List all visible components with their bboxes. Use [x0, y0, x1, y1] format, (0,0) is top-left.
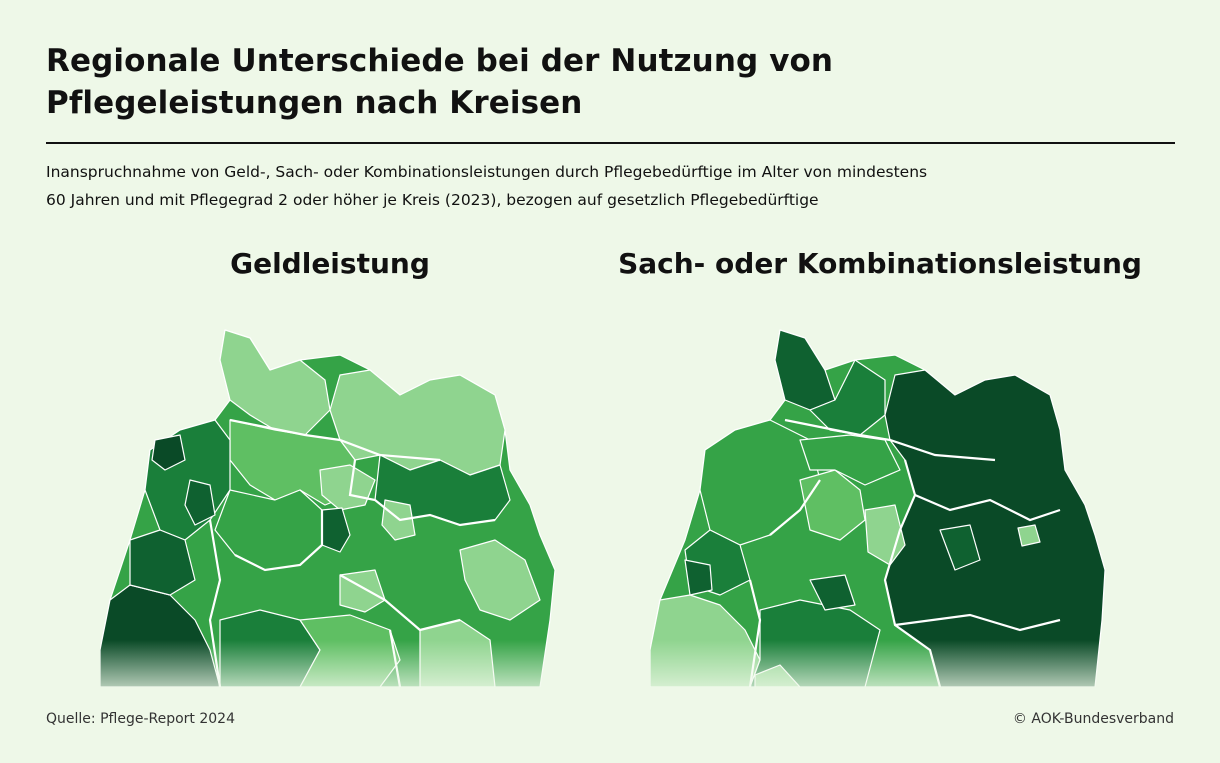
choropleth-map-geldleistung: [100, 320, 570, 687]
title-divider: [46, 142, 1175, 144]
subtitle-line-1: Inanspruchnahme von Geld-, Sach- oder Ko…: [46, 163, 928, 181]
region-light-center: [319, 464, 376, 511]
state-boundary-c: [234, 510, 324, 572]
map-title-geldleistung: Geldleistung: [230, 247, 430, 280]
region-west-darkest: [684, 559, 713, 596]
state-boundary-c: [914, 493, 1061, 522]
state-boundary-b: [348, 459, 496, 527]
region-east-block: [884, 369, 1106, 687]
region-northeast: [329, 369, 506, 476]
state-boundary-a: [229, 418, 441, 462]
copyright-note: © AOK-Bundesverband: [1012, 711, 1174, 727]
state-boundary-a: [784, 418, 996, 462]
region-west-darkest: [151, 434, 186, 471]
state-boundary-d: [339, 574, 461, 632]
subtitle-line-2: 60 Jahren und mit Pflegegrad 2 oder höhe…: [46, 191, 819, 209]
region-west-pocket: [184, 479, 216, 526]
title-line-2: Pflegeleistungen nach Kreisen: [46, 85, 583, 121]
title-line-1: Regionale Unterschiede bei der Nutzung v…: [46, 43, 834, 79]
subtitle: Inanspruchnahme von Geld-, Sach- oder Ko…: [46, 158, 1176, 214]
page-title: Regionale Unterschiede bei der Nutzung v…: [46, 40, 1046, 124]
region-south-patch: [809, 574, 856, 611]
state-boundary-d: [769, 479, 821, 536]
footer: [0, 687, 1220, 763]
region-east-light: [459, 539, 541, 621]
region-southwest-b: [129, 529, 196, 596]
choropleth-map-sachleistung: [650, 320, 1120, 687]
region-north: [219, 329, 331, 436]
region-east-spot: [1017, 524, 1041, 547]
map-title-sachleistung: Sach- oder Kombinationsleistung: [618, 247, 1142, 280]
source-note: Quelle: Pflege-Report 2024: [46, 711, 235, 727]
region-east-mid: [939, 524, 981, 571]
state-boundary-f: [894, 613, 1061, 632]
region-center-mid: [799, 434, 901, 486]
